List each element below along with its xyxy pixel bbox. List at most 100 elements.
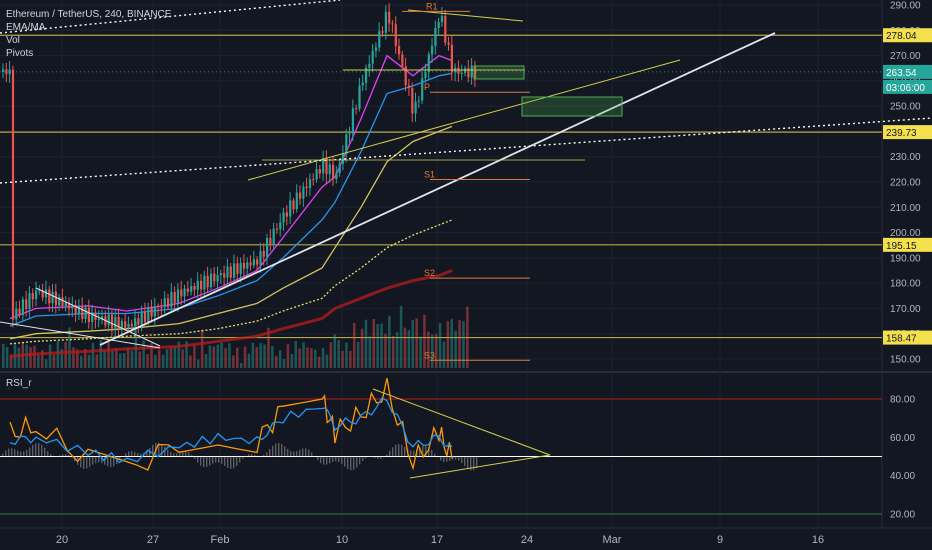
rsi-histogram-bar	[209, 456, 211, 466]
rsi-histogram-bar	[62, 454, 64, 457]
volume-bar	[64, 341, 67, 368]
candle-body	[351, 108, 354, 134]
candle-body	[355, 108, 358, 110]
candle-body	[137, 318, 140, 325]
candle-body	[2, 69, 5, 72]
price-level-badge: 158.47	[883, 330, 932, 345]
rsi-histogram-bar	[449, 456, 451, 461]
rsi-histogram-bar	[374, 456, 376, 458]
volume-bar	[321, 348, 325, 368]
candle-body	[299, 192, 302, 199]
volume-bar	[197, 359, 200, 368]
volume-bar	[165, 349, 169, 368]
volume-bar	[33, 345, 36, 368]
candle-body	[272, 228, 275, 245]
candle-body	[74, 305, 77, 314]
volume-bar	[290, 353, 294, 368]
candle-body	[180, 289, 183, 297]
volume-bar	[431, 334, 434, 368]
rsi-histogram-bar	[296, 451, 298, 457]
indicator-ema-ma[interactable]: EMA/MA	[6, 22, 46, 33]
indicator-pivots[interactable]: Pivots	[6, 48, 34, 59]
volume-bar	[9, 354, 13, 368]
rsi-histogram-bar	[284, 446, 286, 457]
candle-body	[101, 316, 104, 320]
rsi-histogram-bar	[161, 443, 163, 457]
rsi-line	[9, 397, 453, 464]
candle-body	[407, 85, 411, 88]
rsi-histogram-bar	[308, 449, 310, 457]
volume-bar	[325, 354, 329, 368]
candle-body	[318, 169, 321, 174]
candle-body	[470, 65, 473, 78]
candle-body	[203, 275, 206, 290]
volume-bar	[216, 344, 219, 368]
candle-body	[464, 68, 467, 73]
rsi-histogram-bar	[266, 452, 268, 457]
rsi-legend[interactable]: RSI_r	[6, 378, 32, 389]
rsi-histogram-bar	[32, 444, 34, 457]
volume-bar	[310, 348, 313, 368]
rsi-histogram-bar	[170, 452, 172, 457]
volume-bar	[181, 349, 184, 368]
rsi-histogram-bar	[53, 455, 55, 457]
rsi-histogram-bar	[80, 456, 82, 468]
volume-bar	[142, 340, 145, 368]
countdown-badge: 03:06:00	[883, 79, 932, 94]
candle-body	[183, 288, 186, 297]
rsi-histogram-bar	[197, 456, 199, 463]
volume-bar	[239, 363, 243, 368]
volume-bar	[60, 348, 63, 368]
candle-body	[150, 306, 153, 317]
rsi-histogram-bar	[410, 450, 412, 457]
volume-bar	[122, 353, 126, 368]
candle-body	[38, 290, 41, 292]
early-trendline-a	[35, 287, 161, 347]
candle-body	[368, 63, 371, 68]
rsi-histogram-bar	[176, 453, 178, 457]
candle-body	[322, 158, 325, 174]
rsi-histogram-bar	[377, 456, 379, 459]
rsi-axis-label: 60.00	[890, 433, 915, 444]
volume-bar	[158, 349, 161, 368]
time-axis-label: 20	[56, 534, 68, 546]
candle-body	[335, 173, 338, 179]
rsi-histogram-bar	[458, 456, 460, 461]
symbol-title: Ethereum / TetherUS, 240, BINANCE	[6, 9, 172, 20]
rsi-histogram-bar	[425, 445, 427, 457]
volume-bar	[95, 354, 99, 368]
volume-bar	[263, 344, 266, 368]
candle-body	[21, 299, 24, 316]
candle-body	[404, 66, 407, 86]
candle-body	[117, 316, 120, 329]
rsi-histogram-bar	[272, 445, 274, 457]
candle-body	[262, 250, 265, 257]
indicator-volume[interactable]: Vol	[6, 35, 20, 46]
price-axis-label: 250.00	[890, 102, 921, 113]
rsi-histogram-bar	[59, 455, 61, 457]
rsi-histogram-bar	[347, 456, 349, 469]
rsi-histogram-bar	[323, 456, 325, 465]
candle-body	[424, 72, 427, 79]
support-trendline	[99, 32, 776, 346]
volume-bar	[349, 350, 352, 368]
rsi-histogram-bar	[14, 449, 16, 457]
candle-body	[292, 200, 295, 210]
badge-background	[883, 237, 932, 252]
candle-body	[361, 82, 364, 86]
rsi-histogram-bar	[200, 456, 202, 466]
rsi-histogram-bar	[380, 456, 382, 459]
rsi-histogram-bar	[167, 449, 169, 457]
rsi-histogram-bar	[401, 444, 403, 457]
rsi-histogram-bar	[371, 456, 373, 458]
rsi-histogram-bar	[221, 456, 223, 464]
price-axis-label: 200.00	[890, 228, 921, 239]
rsi-histogram-bar	[413, 450, 415, 457]
rsi-histogram-bar	[434, 453, 436, 457]
volume-bar	[56, 341, 60, 368]
volume-bar	[419, 336, 422, 368]
volume-bar	[17, 347, 21, 368]
volume-bar	[360, 328, 364, 368]
rsi-histogram-bar	[113, 456, 115, 467]
